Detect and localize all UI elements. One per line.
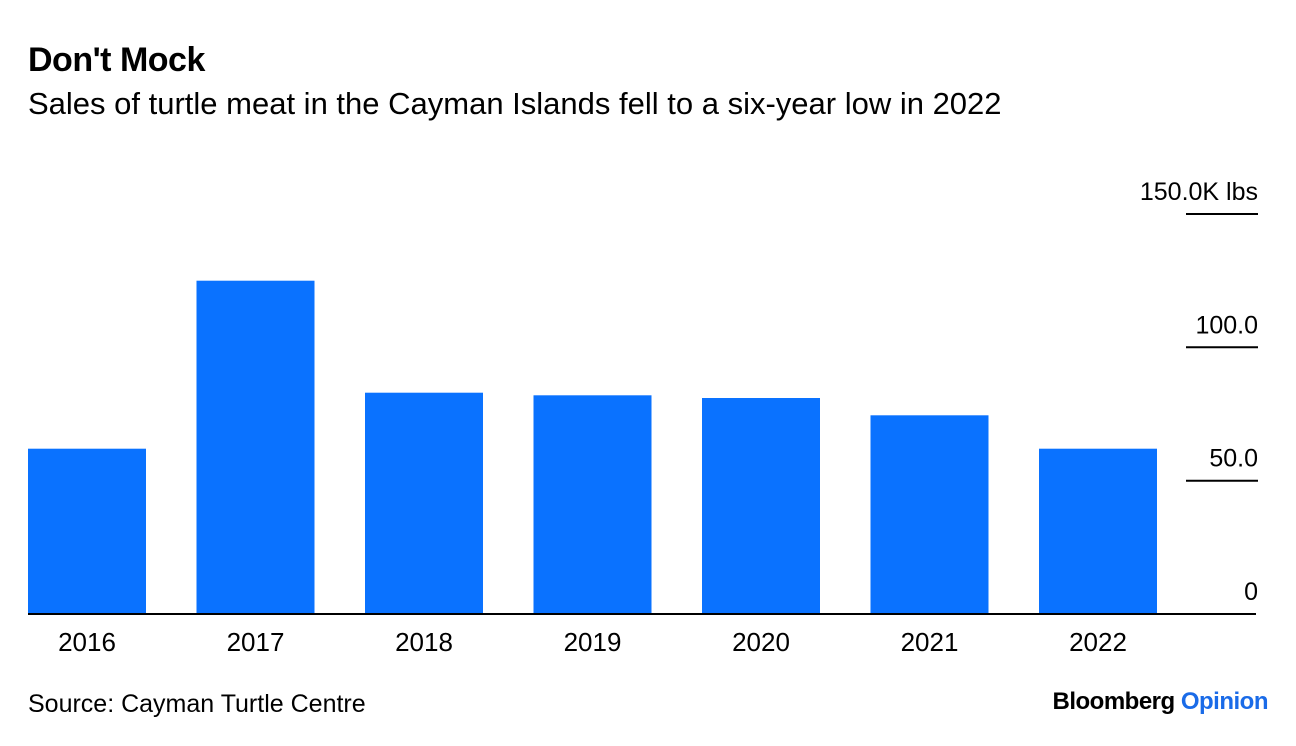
x-tick-label-2020: 2020 <box>732 627 790 657</box>
brand-suffix: Opinion <box>1180 688 1269 715</box>
x-tick-label-2016: 2016 <box>58 627 116 657</box>
bar-2017 <box>196 280 315 614</box>
x-tick-label-2022: 2022 <box>1069 627 1127 657</box>
chart-subtitle: Sales of turtle meat in the Cayman Islan… <box>28 86 1002 121</box>
bloomberg-opinion-logo: Bloomberg Opinion <box>1053 686 1269 718</box>
bar-2022 <box>1039 448 1157 614</box>
source-note: Source: Cayman Turtle Centre <box>28 690 366 718</box>
y-tick-label-0: 0 <box>1244 578 1258 606</box>
brand-name: Bloomberg <box>1052 688 1176 715</box>
bar-2018 <box>365 392 483 614</box>
y-tick-label-2: 100.0 <box>1195 311 1258 339</box>
x-tick-label-2019: 2019 <box>564 627 622 657</box>
bar-2016 <box>28 448 146 614</box>
y-tick-label-1: 50.0 <box>1209 445 1258 473</box>
x-tick-label-2017: 2017 <box>227 627 285 657</box>
bar-2021 <box>870 415 989 614</box>
x-tick-label-2018: 2018 <box>395 627 453 657</box>
x-tick-label-2021: 2021 <box>901 627 959 657</box>
chart-title: Don't Mock <box>28 41 205 79</box>
y-tick-label-3: 150.0K lbs <box>1140 178 1258 206</box>
bar-2019 <box>533 395 652 614</box>
bar-2020 <box>702 398 820 614</box>
